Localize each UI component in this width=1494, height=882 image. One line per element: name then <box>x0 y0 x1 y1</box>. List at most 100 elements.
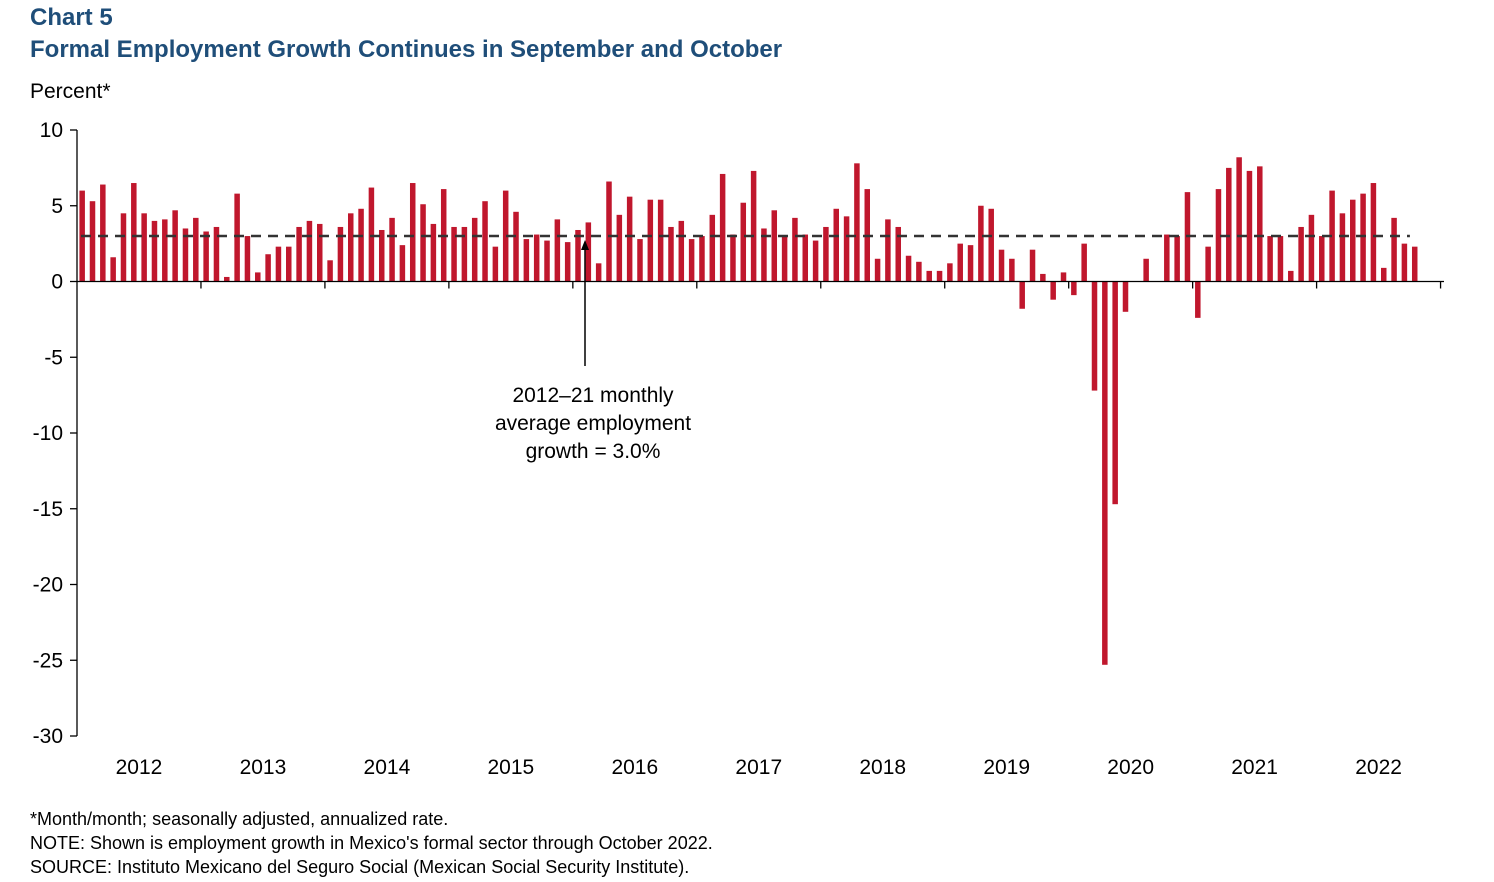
bar <box>1236 157 1242 282</box>
bar <box>823 226 829 282</box>
y-tick-label: 0 <box>51 271 63 294</box>
bar <box>1401 243 1408 282</box>
annotation-arrow-group <box>581 240 589 366</box>
y-tick-label: 5 <box>51 195 63 218</box>
bar <box>1112 281 1118 505</box>
bar <box>792 217 798 282</box>
x-tick-label: 2019 <box>983 756 1030 779</box>
bar <box>502 190 509 282</box>
x-tick-label: 2014 <box>364 756 411 779</box>
bar <box>678 220 685 282</box>
bar <box>1298 226 1304 282</box>
bar <box>1246 170 1253 282</box>
annotation-line-2: average employment <box>494 412 692 435</box>
bar <box>833 208 839 282</box>
bar <box>647 199 654 282</box>
bar <box>1267 236 1273 282</box>
bar <box>750 170 757 282</box>
bar <box>544 240 550 282</box>
bar <box>957 243 963 282</box>
bar <box>265 254 271 282</box>
bar <box>533 234 540 282</box>
bar <box>513 211 519 282</box>
bar <box>761 228 767 282</box>
bar <box>89 201 96 282</box>
bar <box>1029 249 1036 282</box>
bar <box>699 236 705 282</box>
source: SOURCE: Instituto Mexicano del Seguro So… <box>30 857 690 877</box>
note: NOTE: Shown is employment growth in Mexi… <box>30 833 713 853</box>
bar <box>668 226 674 282</box>
bar <box>1308 214 1315 282</box>
bar <box>1050 281 1056 300</box>
bar <box>1370 183 1377 282</box>
y-tick-label: -20 <box>33 574 63 597</box>
bar <box>203 231 209 282</box>
bar <box>100 184 106 282</box>
bar <box>1360 193 1366 282</box>
bar <box>255 272 261 282</box>
bar <box>1205 246 1211 282</box>
bar <box>1164 234 1170 282</box>
bar <box>781 236 788 282</box>
bar <box>1391 217 1397 282</box>
chart-title: Formal Employment Growth Continues in Se… <box>30 36 783 63</box>
bar <box>182 228 189 282</box>
axes-group <box>70 129 1444 737</box>
bar <box>1019 281 1025 309</box>
bar <box>327 260 333 282</box>
bar <box>709 214 716 282</box>
bar <box>275 246 282 282</box>
y-tick-label: -30 <box>33 725 63 748</box>
x-tick-label: 2018 <box>859 756 906 779</box>
bar <box>234 193 240 282</box>
bar <box>802 234 809 282</box>
bar <box>885 219 891 282</box>
bar <box>1329 190 1335 282</box>
bar <box>348 213 354 282</box>
bar <box>286 246 292 282</box>
bar <box>575 229 581 282</box>
bar <box>854 163 860 282</box>
y-tick-label: -10 <box>33 422 63 445</box>
bar <box>564 242 571 282</box>
bar <box>1081 243 1087 282</box>
x-tick-label: 2022 <box>1355 756 1402 779</box>
bar <box>141 213 147 282</box>
bar <box>213 226 220 282</box>
bar <box>637 239 643 282</box>
bar <box>162 219 168 282</box>
bar-chart: 10 5 0 -5 -10 -15 -20 -25 -30 2012 2013 2014 2015 201… <box>33 119 1444 779</box>
bar <box>317 223 323 282</box>
x-tick-label: 2012 <box>116 756 163 779</box>
y-tick-label: -5 <box>44 346 63 369</box>
x-tick-label: 2020 <box>1107 756 1154 779</box>
bar <box>905 255 912 282</box>
bar <box>730 234 736 282</box>
x-tick-label: 2013 <box>240 756 287 779</box>
bar <box>131 183 137 282</box>
y-tick-label: 10 <box>40 119 63 142</box>
bar <box>1277 236 1284 282</box>
y-tick-label: -25 <box>33 649 63 672</box>
bar <box>120 213 127 282</box>
bar <box>482 201 488 282</box>
bar <box>657 199 664 282</box>
footnote: *Month/month; seasonally adjusted, annua… <box>30 809 449 829</box>
bar <box>306 220 313 282</box>
bar <box>172 210 178 282</box>
bar <box>451 226 457 282</box>
bar <box>1174 236 1180 282</box>
x-tick-label: 2016 <box>611 756 658 779</box>
annotation-line-1: 2012–21 monthly <box>512 384 674 407</box>
chart-label: Chart 5 <box>30 4 113 31</box>
bar <box>1009 258 1015 282</box>
bar <box>110 257 116 282</box>
bar <box>1091 281 1098 391</box>
bar <box>895 226 901 282</box>
bar <box>626 196 633 282</box>
annotation-line-3: growth = 3.0% <box>525 440 661 463</box>
bar <box>1215 189 1222 282</box>
bar <box>1040 273 1046 282</box>
bar <box>523 239 530 282</box>
